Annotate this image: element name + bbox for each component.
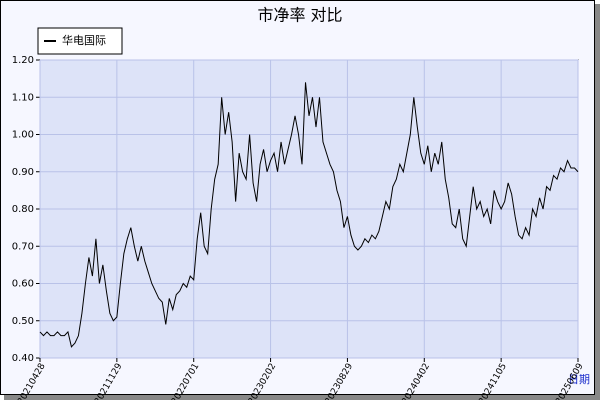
y-tick-label: 0.50	[12, 316, 34, 327]
y-tick-label: 1.00	[12, 130, 34, 141]
y-tick-label: 0.60	[12, 279, 34, 290]
y-tick-label: 0.90	[12, 167, 34, 178]
shadow	[4, 395, 600, 400]
y-tick-label: 0.80	[12, 204, 34, 215]
shadow	[595, 4, 600, 400]
y-tick-label: 0.70	[12, 241, 34, 252]
y-tick-label: 0.40	[12, 353, 34, 364]
chart-title: 市净率 对比	[257, 6, 342, 25]
data-line	[39, 82, 579, 348]
x-axis-label: 日期	[568, 373, 590, 386]
legend-label: 华电国际	[62, 33, 106, 47]
y-tick-label: 1.10	[12, 92, 34, 103]
y-tick-label: 1.20	[12, 55, 34, 66]
